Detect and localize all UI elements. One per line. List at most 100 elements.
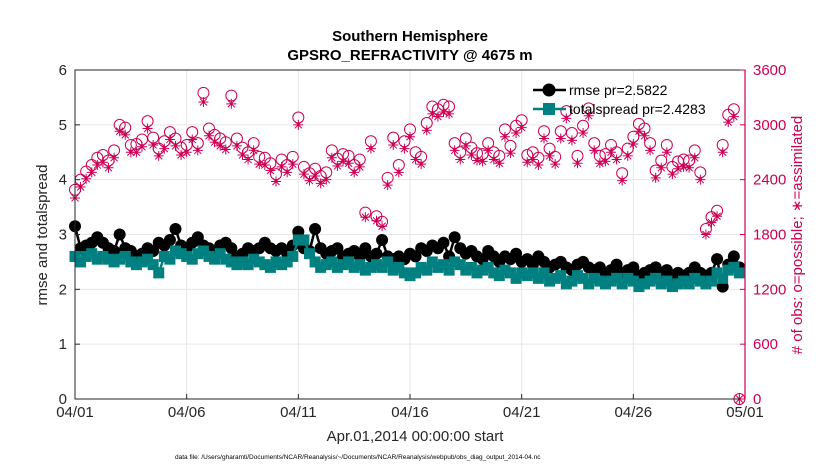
obs-assimilated-point	[460, 140, 471, 151]
totalspread-point	[337, 259, 349, 271]
obs-assimilated-point	[472, 155, 482, 166]
totalspread-point	[555, 270, 567, 282]
obs-assimilated-point	[75, 181, 86, 192]
x-tick-label: 04/01	[56, 404, 94, 421]
totalspread-point	[264, 261, 276, 273]
y-tick-label-left: 6	[59, 62, 67, 79]
y-tick-label-right: 1800	[753, 227, 786, 244]
obs-assimilated-point	[466, 149, 477, 160]
obs-assimilated-point	[606, 147, 616, 158]
obs-assimilated-point	[661, 147, 672, 158]
obs-assimilated-point	[81, 173, 92, 184]
totalspread-point	[259, 259, 271, 271]
data-file-footnote: data file: /Users/gharamti/Documents/NCA…	[175, 454, 541, 461]
totalspread-point	[225, 256, 237, 268]
totalspread-point	[80, 250, 92, 262]
totalspread-point	[203, 250, 215, 262]
obs-assimilated-point	[494, 158, 505, 169]
totalspread-point	[158, 250, 170, 262]
totalspread-point	[678, 275, 690, 287]
totalspread-point	[237, 256, 248, 268]
legend-rmse-marker	[542, 83, 556, 97]
totalspread-point	[683, 278, 695, 290]
totalspread-point	[304, 248, 315, 260]
totalspread-point	[666, 281, 678, 293]
obs-assimilated-point	[516, 122, 527, 133]
totalspread-point	[694, 275, 706, 287]
obs-assimilated-point	[371, 215, 382, 226]
totalspread-point	[298, 234, 310, 246]
totalspread-point	[348, 261, 360, 273]
obs-assimilated-point	[226, 98, 237, 109]
totalspread-point	[549, 272, 561, 284]
totalspread-point	[371, 259, 382, 271]
totalspread-point	[309, 256, 321, 268]
x-tick-label: 04/16	[391, 404, 429, 421]
totalspread-point	[488, 267, 500, 279]
obs-assimilated-point	[137, 141, 147, 152]
obs-assimilated-point	[695, 174, 706, 185]
totalspread-point	[622, 272, 634, 284]
totalspread-point	[398, 267, 410, 279]
totalspread-point	[387, 264, 399, 276]
obs-assimilated-point	[561, 113, 572, 124]
obs-assimilated-point	[271, 176, 281, 187]
totalspread-point	[382, 256, 394, 268]
x-tick-label: 04/26	[615, 404, 653, 421]
obs-assimilated-point	[187, 134, 198, 145]
totalspread-point	[605, 275, 617, 287]
y-tick-label-right: 1200	[753, 281, 786, 298]
totalspread-point	[287, 250, 299, 262]
totalspread-point	[538, 267, 550, 279]
totalspread-point	[650, 272, 662, 284]
obs-assimilated-point	[444, 108, 455, 119]
totalspread-point	[410, 267, 422, 279]
totalspread-point	[153, 267, 165, 279]
totalspread-point	[343, 256, 355, 268]
y-tick-label-left: 4	[59, 172, 67, 189]
obs-assimilated-point	[164, 134, 175, 145]
obs-assimilated-point	[650, 172, 661, 183]
obs-assimilated-point	[114, 126, 125, 137]
obs-assimilated-point	[438, 107, 449, 118]
obs-assimilated-point	[176, 149, 187, 160]
totalspread-point	[125, 256, 137, 268]
obs-assimilated-point	[578, 128, 589, 139]
totalspread-point	[655, 278, 667, 290]
rmse-point	[370, 247, 383, 260]
x-tick-label: 04/11	[280, 404, 316, 421]
totalspread-point	[443, 264, 455, 276]
totalspread-point	[672, 278, 684, 290]
obs-assimilated-point	[243, 154, 254, 165]
totalspread-point	[164, 253, 176, 265]
obs-assimilated-point	[522, 157, 533, 168]
totalspread-point	[175, 248, 187, 260]
obs-assimilated-point	[153, 150, 164, 161]
obs-assimilated-point	[220, 144, 231, 155]
totalspread-point	[588, 272, 600, 284]
totalspread-point	[493, 270, 505, 282]
totalspread-point	[644, 275, 656, 287]
totalspread-point	[103, 253, 114, 265]
obs-assimilated-point	[181, 147, 192, 158]
totalspread-point	[91, 253, 103, 265]
obs-assimilated-point	[583, 110, 594, 121]
obs-assimilated-point	[282, 167, 293, 178]
totalspread-point	[454, 259, 466, 271]
obs-assimilated-point	[192, 145, 203, 156]
totalspread-point	[376, 261, 388, 273]
totalspread-point	[142, 253, 154, 265]
totalspread-point	[566, 275, 578, 287]
totalspread-point	[192, 248, 204, 260]
totalspread-point	[521, 270, 533, 282]
obs-assimilated-point	[566, 135, 577, 146]
y-tick-label-left: 5	[59, 117, 67, 134]
obs-assimilated-point	[628, 139, 639, 150]
totalspread-point	[594, 275, 606, 287]
obs-assimilated-point	[645, 145, 656, 156]
totalspread-point	[393, 261, 405, 273]
obs-assimilated-point	[728, 111, 739, 122]
totalspread-point	[108, 256, 120, 268]
totalspread-point	[186, 253, 198, 265]
obs-assimilated-point	[204, 130, 214, 141]
